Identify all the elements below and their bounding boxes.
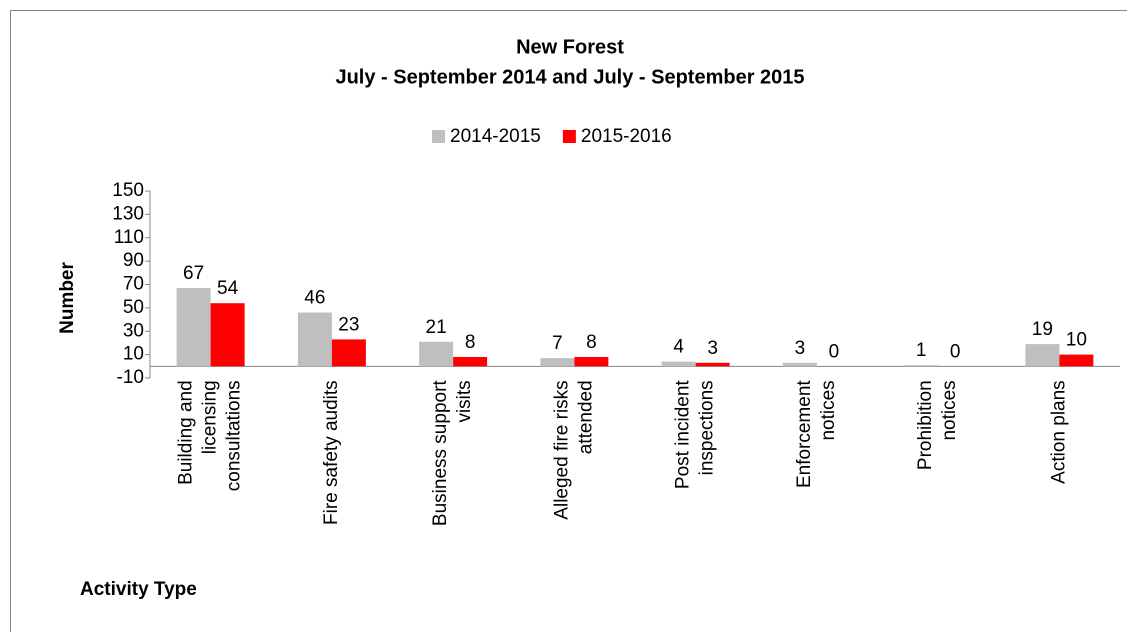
x-tick-label: Business support visits bbox=[430, 380, 475, 526]
data-label: 1 bbox=[916, 340, 927, 361]
x-tick-label: Post incident inspections bbox=[673, 380, 718, 490]
data-label: 8 bbox=[465, 332, 476, 353]
y-tick-label: 90 bbox=[123, 250, 144, 271]
y-tick-label: 50 bbox=[123, 297, 144, 318]
x-tick-label: Alleged fire risks attended bbox=[551, 380, 596, 519]
data-label: 21 bbox=[426, 317, 447, 338]
data-label: 4 bbox=[673, 337, 684, 358]
x-tick-label: Enforcement notices bbox=[794, 380, 839, 488]
x-tick-label: Fire safety audits bbox=[321, 380, 342, 525]
bar bbox=[661, 361, 696, 367]
bar bbox=[574, 356, 609, 367]
data-label: 8 bbox=[586, 332, 597, 353]
bar bbox=[782, 362, 817, 367]
bar bbox=[540, 358, 575, 367]
data-label: 3 bbox=[795, 338, 806, 359]
bar bbox=[1059, 354, 1094, 367]
y-tick-label: 150 bbox=[112, 180, 144, 201]
bar bbox=[331, 339, 366, 367]
bar bbox=[210, 303, 245, 367]
y-tick-label: 110 bbox=[114, 227, 144, 248]
data-label: 67 bbox=[183, 263, 204, 284]
y-tick-label: 130 bbox=[112, 203, 144, 224]
bar bbox=[1025, 344, 1060, 367]
bar bbox=[904, 365, 939, 367]
chart-subtitle: July - September 2014 and July - Septemb… bbox=[335, 66, 804, 88]
y-tick-label: 70 bbox=[123, 274, 144, 295]
bar bbox=[176, 288, 211, 367]
data-label: 19 bbox=[1032, 319, 1053, 340]
y-tick-label: -10 bbox=[117, 367, 144, 388]
x-tick-label: Action plans bbox=[1048, 380, 1069, 484]
data-label: 23 bbox=[338, 314, 359, 335]
data-label: 0 bbox=[950, 341, 961, 362]
legend-swatch bbox=[432, 130, 445, 143]
data-label: 3 bbox=[707, 338, 718, 359]
data-label: 0 bbox=[829, 341, 840, 362]
data-label: 54 bbox=[217, 278, 239, 299]
y-tick-label: 30 bbox=[123, 320, 144, 341]
bar bbox=[453, 356, 488, 367]
x-tick-label: Building and licensing consultations bbox=[176, 380, 245, 491]
bar bbox=[297, 312, 332, 367]
x-axis-label: Activity Type bbox=[80, 579, 197, 600]
legend-label: 2014-2015 bbox=[450, 126, 541, 147]
bar bbox=[419, 341, 454, 367]
x-tick-label: Prohibition notices bbox=[915, 380, 960, 470]
legend-label: 2015-2016 bbox=[581, 126, 672, 147]
legend-swatch bbox=[562, 130, 576, 143]
bar bbox=[695, 362, 730, 367]
y-axis-label: Number bbox=[57, 262, 78, 334]
y-tick-label: 10 bbox=[123, 344, 144, 365]
data-label: 7 bbox=[552, 333, 563, 354]
chart-title: New Forest bbox=[516, 36, 624, 58]
data-label: 10 bbox=[1066, 330, 1087, 351]
data-label: 46 bbox=[304, 288, 325, 309]
